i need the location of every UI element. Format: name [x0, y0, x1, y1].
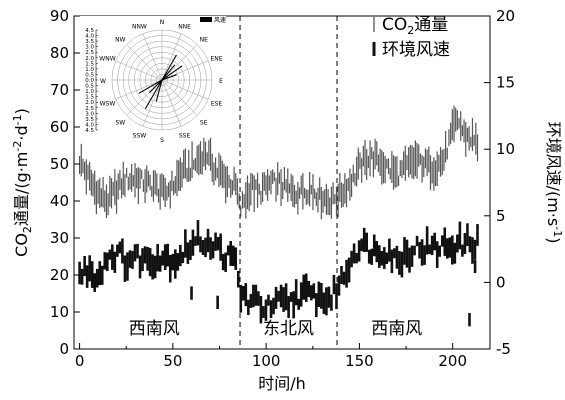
wind-rose-scale-label: 2.5 [85, 106, 94, 112]
wind-rose-direction-label: WNW [99, 55, 115, 62]
x-tick-label: 200 [438, 352, 467, 370]
wind-rose-scale-label: 1.0 [85, 89, 94, 95]
wind-rose-scale-label: 3.5 [85, 39, 94, 45]
wind-rose-scale-label: 2.0 [85, 100, 94, 106]
y-left-tick-label: 20 [50, 266, 69, 284]
wind-rose-direction-label: N [160, 19, 165, 26]
wind-rose-scale-label: 4.0 [85, 122, 94, 128]
x-tick-label: 50 [163, 352, 182, 370]
wind-rose-direction-label: SE [200, 120, 208, 127]
legend-co2-label: CO2通量 [382, 15, 448, 37]
region-label-2: 东北风 [263, 319, 314, 339]
y-left-tick-label: 10 [50, 303, 69, 321]
y-left-tick-label: 30 [50, 229, 69, 247]
wind-rose-radial [142, 79, 163, 127]
wind-rose-scale-label: 1.5 [85, 95, 94, 101]
y-right-tick-label: 0 [496, 273, 506, 291]
wind-rose-scale-label: 4.5 [85, 28, 94, 34]
y-right-tick-label: 15 [496, 74, 515, 92]
axes: 0 50 100 150 200 0 10 20 30 40 50 60 70 80 90 -5 0 5 10 15 2… [11, 7, 564, 393]
region-dividers [239, 16, 338, 349]
region-label-3: 西南风 [371, 319, 422, 339]
wind-rose-direction-label: NNE [178, 23, 191, 30]
wind-rose-spoke [138, 79, 163, 94]
x-tick-label: 150 [345, 352, 374, 370]
wind-rose-scale-label: 4.0 [85, 34, 94, 40]
wind-rose-spoke [155, 79, 163, 102]
inset-legend-swatch [200, 17, 212, 22]
wind-rose-direction-label: E [219, 78, 223, 85]
region-labels: 西南风 东北风 西南风 [129, 319, 423, 339]
wind-rose-scale-label: 3.0 [85, 45, 94, 51]
wind-rose-spoke [161, 54, 177, 81]
wind-rose-direction-label: NNW [132, 23, 147, 30]
wind-rose-scale-label: 1.0 [85, 67, 94, 73]
plot-frame [73, 15, 491, 350]
wind-rose-radial [115, 60, 163, 81]
wind-rose-direction-label: NW [115, 36, 125, 43]
wind-rose-radial [161, 79, 182, 127]
wind-rose-scale-label: 2.0 [85, 56, 94, 62]
wind-rose-radial [161, 44, 198, 81]
x-tick-label: 100 [252, 352, 281, 370]
wind-rose-scale-label: 0.5 [85, 72, 94, 78]
y-right-axis-label: 环境风速/(m·s-1) [544, 122, 564, 244]
wind-rose-scale-label: 0.5 [85, 84, 94, 90]
wind-rose-direction-label: ESE [211, 101, 223, 108]
wind-rose-direction-label: S [160, 137, 164, 144]
y-right-tick-label: 20 [496, 7, 515, 25]
wind-rose-scale-label: 3.5 [85, 117, 94, 123]
wind-rose-scale-label: 1.5 [85, 61, 94, 67]
y-left-tick-label: 70 [50, 81, 69, 99]
y-left-tick-label: 50 [50, 155, 69, 173]
y-right-tick-label: -5 [496, 340, 511, 358]
wind-rose-direction-label: WSW [100, 101, 116, 108]
y-left-tick-label: 0 [59, 340, 69, 358]
co2-flux-series [78, 105, 479, 220]
wind-rose-radial [161, 33, 182, 81]
x-tick-label: 0 [75, 352, 85, 370]
wind-rose-direction-label: SSW [133, 133, 147, 140]
wind-rose-scale-label: 0.0 [85, 78, 94, 84]
y-left-tick-label: 80 [50, 44, 69, 62]
wind-rose-spoke [161, 65, 183, 81]
wind-rose-radial [142, 33, 163, 81]
inset-legend-label: 风速 [214, 17, 226, 24]
y-left-tick-label: 90 [50, 7, 69, 25]
wind-rose-direction-label: ENE [210, 55, 222, 62]
wind-rose-spoke [161, 64, 176, 81]
wind-rose-scale-label: 2.5 [85, 50, 94, 56]
wind-rose-direction-label: W [100, 78, 106, 85]
wind-rose-spoke [149, 79, 163, 93]
wind-rose-spoke [144, 79, 163, 110]
y-left-tick-label: 60 [50, 118, 69, 136]
wind-rose-direction-label: SW [115, 120, 125, 127]
region-label-1: 西南风 [129, 319, 180, 339]
wind-rose-radial [161, 79, 209, 100]
wind-rose-radial [115, 79, 163, 100]
wind-rose-scale-label: 4.5 [85, 128, 94, 134]
y-right-tick-label: 5 [496, 207, 506, 225]
wind-rose-radial [161, 79, 198, 116]
y-right-tick-label: 10 [496, 140, 515, 158]
wind-rose-scale-label: 3.0 [85, 111, 94, 117]
wind-rose-spoke [161, 74, 177, 81]
wind-rose-inset: NNNENEENEEESESESSESSSWSWWSWWWNWNWNNW4.54… [80, 16, 226, 144]
plot-border [73, 15, 491, 350]
wind-speed-series [78, 220, 479, 327]
y-left-axis-label: CO2通量/(g·m-2·d-1) [11, 108, 34, 257]
legend-wind-label: 环境风速 [382, 40, 450, 60]
x-axis-label: 时间/h [258, 374, 306, 393]
wind-rose-radial [126, 44, 163, 81]
y-left-tick-label: 40 [50, 192, 69, 210]
wind-rose-direction-label: SSE [179, 133, 191, 140]
wind-rose-direction-label: NE [200, 36, 208, 43]
